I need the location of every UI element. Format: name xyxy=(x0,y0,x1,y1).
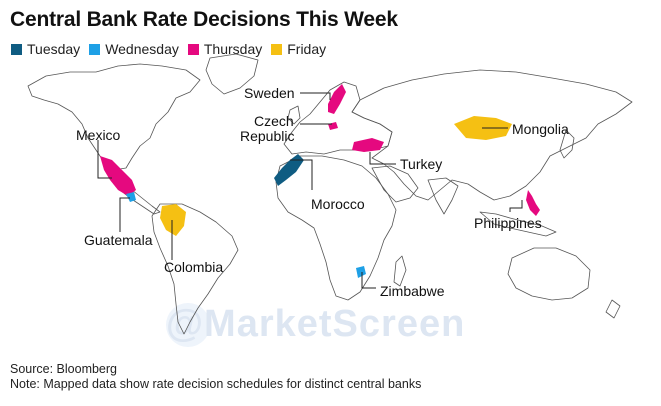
label-czech-line2: Republic xyxy=(240,128,294,144)
philippines-leader xyxy=(509,200,523,212)
sweden-leader xyxy=(300,92,331,100)
continent-outlines xyxy=(27,53,633,335)
label-philippines: Philippines xyxy=(474,215,542,231)
guatemala-shape[interactable] xyxy=(126,192,136,202)
source-line: Source: Bloomberg xyxy=(10,362,118,376)
legend-item-thursday: Thursday xyxy=(187,41,263,57)
uk-outline xyxy=(287,105,301,125)
new-zealand-outline xyxy=(605,299,621,319)
legend-label-friday: Friday xyxy=(287,41,327,57)
label-turkey: Turkey xyxy=(400,156,442,172)
philippines-shape[interactable] xyxy=(526,190,540,216)
india-outline xyxy=(427,177,459,215)
country-labels: Sweden Czech Republic Mongolia Mexico Tu… xyxy=(76,85,569,299)
zimbabwe-shape[interactable] xyxy=(356,266,366,278)
morocco-leader xyxy=(290,159,313,190)
label-mongolia: Mongolia xyxy=(512,121,569,137)
label-guatemala: Guatemala xyxy=(84,232,153,248)
guatemala-leader xyxy=(119,197,130,232)
turkey-shape[interactable] xyxy=(352,138,384,152)
chart-title: Central Bank Rate Decisions This Week xyxy=(10,8,398,31)
north-america-outline xyxy=(27,63,201,171)
australia-outline xyxy=(507,247,591,301)
label-colombia: Colombia xyxy=(164,259,223,275)
greenland-outline xyxy=(205,53,259,95)
legend-item-tuesday: Tuesday xyxy=(11,41,80,57)
legend-label-tuesday: Tuesday xyxy=(27,41,81,57)
southeast-asia-islands-outline xyxy=(479,211,557,237)
legend: Tuesday Wednesday Thursday Friday xyxy=(11,41,335,57)
label-czech-line1: Czech xyxy=(254,113,294,129)
africa-outline xyxy=(275,155,397,301)
asia-outline xyxy=(351,69,633,201)
legend-label-thursday: Thursday xyxy=(203,41,263,57)
label-mexico: Mexico xyxy=(76,127,121,143)
south-america-outline xyxy=(151,203,239,335)
sweden-shape[interactable] xyxy=(328,84,346,114)
mexico-shape[interactable] xyxy=(100,156,136,196)
colombia-shape[interactable] xyxy=(160,204,186,236)
label-sweden: Sweden xyxy=(244,85,295,101)
japan-outline xyxy=(559,129,575,159)
legend-label-wednesday: Wednesday xyxy=(105,41,179,57)
watermark-circle xyxy=(166,303,210,347)
legend-swatch-wednesday xyxy=(89,43,101,55)
highlighted-countries xyxy=(100,84,540,278)
source-notes: Source: Bloomberg Note: Mapped data show… xyxy=(10,362,421,392)
watermark-text: @MarketScreen xyxy=(166,303,466,345)
czech-shape[interactable] xyxy=(328,122,338,130)
legend-swatch-thursday xyxy=(187,43,199,55)
mexico-leader xyxy=(97,140,112,179)
label-morocco: Morocco xyxy=(311,196,365,212)
legend-item-wednesday: Wednesday xyxy=(89,41,179,57)
leader-lines xyxy=(97,92,523,289)
note-line: Note: Mapped data show rate decision sch… xyxy=(10,377,422,391)
legend-swatch-tuesday xyxy=(11,43,22,55)
legend-swatch-friday xyxy=(271,43,283,55)
legend-item-friday: Friday xyxy=(271,41,326,57)
morocco-shape[interactable] xyxy=(274,154,304,186)
zimbabwe-leader xyxy=(361,272,376,289)
madagascar-outline xyxy=(393,255,407,287)
arabia-outline xyxy=(371,165,419,203)
label-zimbabwe: Zimbabwe xyxy=(380,283,445,299)
turkey-leader xyxy=(369,152,396,165)
